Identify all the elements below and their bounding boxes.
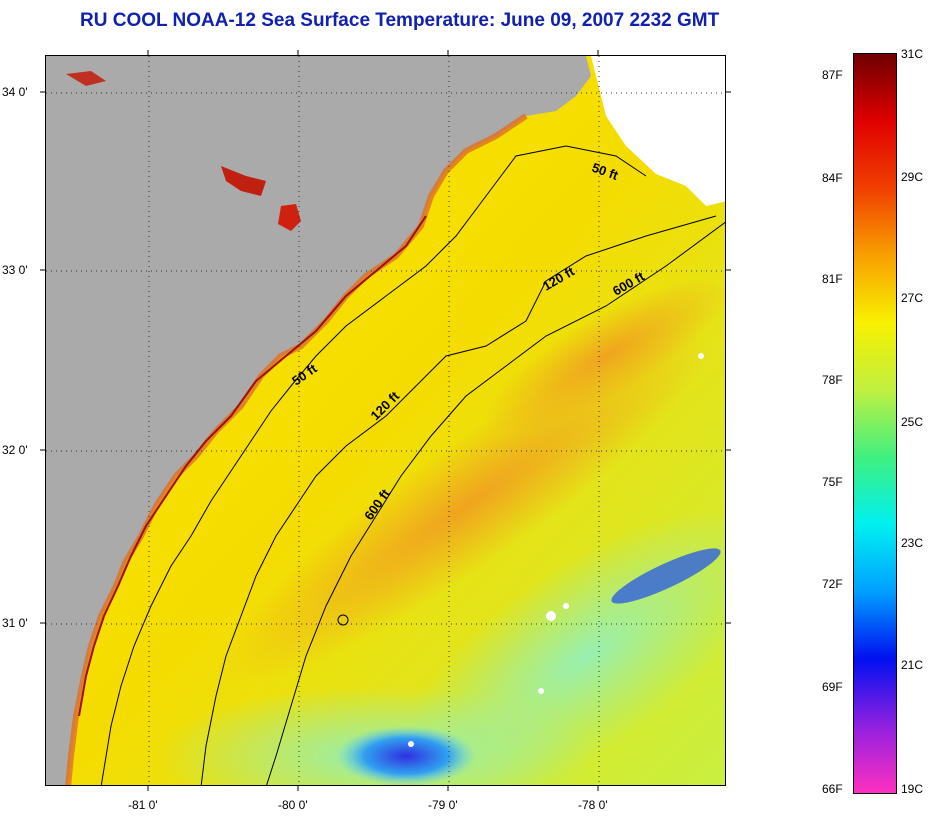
colorbar-f-label: 75F — [822, 475, 843, 489]
seamount-marker — [337, 614, 349, 626]
inland-lake — [221, 166, 266, 196]
colorbar-c-label: 21C — [901, 658, 924, 672]
isobath-120ft — [200, 215, 717, 785]
lon-label: -81 0' — [128, 798, 158, 812]
coastal-hot-strip — [78, 215, 427, 717]
lon-label: -78 0' — [578, 798, 608, 812]
isobath-50ft — [100, 145, 647, 785]
coastal-warm-strip — [65, 113, 528, 785]
sst-map: 50 ft 50 ft 120 ft 120 ft 600 ft 600 ft — [45, 55, 726, 786]
colorbar-f-label: 78F — [822, 373, 843, 387]
warm-band-2 — [483, 277, 725, 435]
cloud-speck — [546, 611, 556, 621]
lat-label: 33 0' — [2, 263, 28, 277]
colorbar-f-label: 69F — [822, 680, 843, 694]
colorbar-c-label: 25C — [901, 415, 924, 429]
cold-eddy — [336, 726, 476, 785]
lat-label: 32 0' — [2, 443, 28, 457]
land-mass — [46, 56, 591, 785]
temperature-colorbar — [853, 53, 897, 794]
colorbar-c-label: 23C — [901, 536, 924, 550]
graticule — [46, 56, 725, 785]
isobath-600ft — [266, 221, 725, 785]
colorbar-f-label: 66F — [822, 782, 843, 796]
cold-filament — [611, 548, 721, 604]
lat-label: 31 0' — [2, 616, 28, 630]
inland-lake-2 — [278, 204, 301, 231]
lon-label: -79 0' — [428, 798, 458, 812]
colorbar-f-label: 81F — [822, 272, 843, 286]
lon-label: -80 0' — [278, 798, 308, 812]
colorbar-c-label: 31C — [901, 47, 924, 61]
colorbar-c-label: 27C — [901, 291, 924, 305]
colorbar-c-label: 29C — [901, 170, 924, 184]
colorbar-f-label: 72F — [822, 577, 843, 591]
warm-band — [217, 327, 715, 685]
inland-lake-3 — [66, 71, 106, 86]
colorbar-f-label: 87F — [822, 68, 843, 82]
map-title: RU COOL NOAA-12 Sea Surface Temperature:… — [80, 10, 720, 31]
lat-label: 34 0' — [2, 85, 28, 99]
colorbar-c-label: 19C — [901, 782, 924, 796]
colorbar-f-label: 84F — [822, 171, 843, 185]
